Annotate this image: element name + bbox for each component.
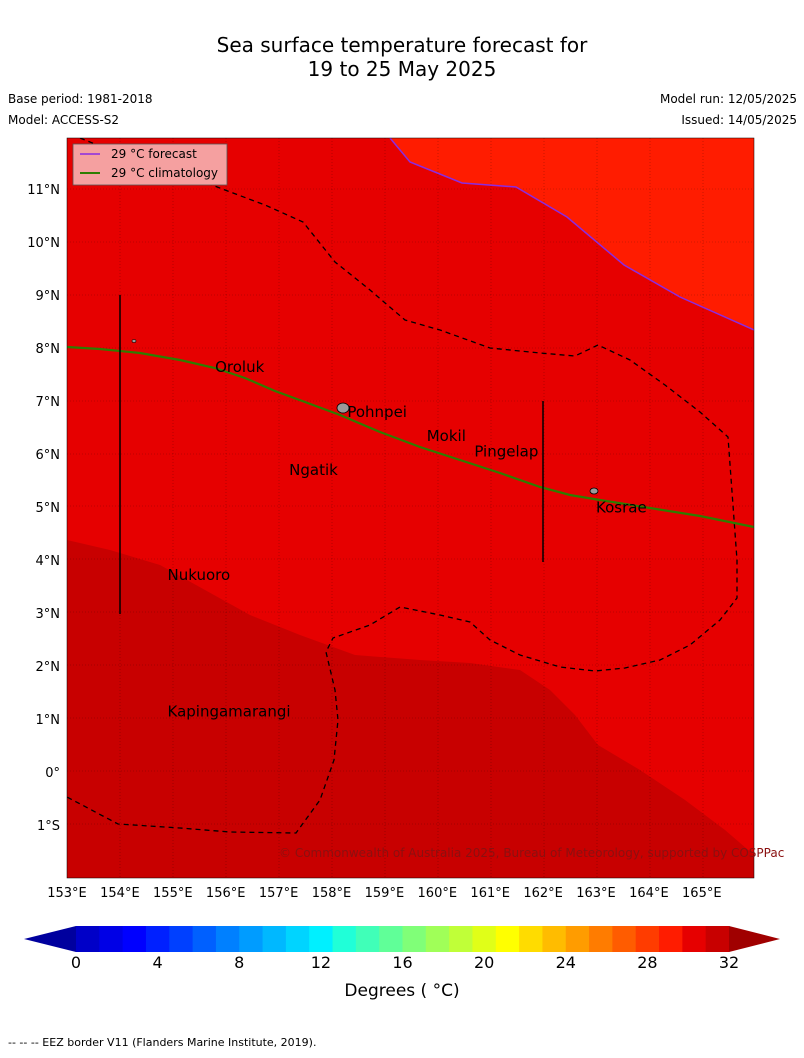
- colorbar-swatch: [565, 926, 590, 952]
- colorbar-tick-label: 16: [392, 953, 413, 972]
- colorbar-swatch: [99, 926, 124, 952]
- map-legend: 29 °C forecast 29 °C climatology: [72, 143, 228, 186]
- lon-tick-label: 158°E: [312, 886, 352, 901]
- base-period: Base period: 1981-2018: [8, 92, 153, 106]
- colorbar-swatch: [612, 926, 637, 952]
- place-label-kapingamarangi: Kapingamarangi: [168, 702, 291, 720]
- climatology-29c-line: [67, 345, 754, 529]
- colorbar-tick-label: 0: [70, 953, 82, 972]
- colorbar-swatch: [332, 926, 357, 952]
- lat-tick-label: 0°: [45, 766, 60, 781]
- lon-tick-label: 164°E: [629, 886, 669, 901]
- colorbar-swatch: [262, 926, 287, 952]
- colorbar-tick-label: 20: [473, 953, 495, 972]
- colorbar-swatch: [472, 926, 497, 952]
- issued-date: Issued: 14/05/2025: [681, 113, 797, 127]
- colorbar-label: Degrees ( °C): [344, 981, 460, 1001]
- colorbar-swatch: [379, 926, 403, 952]
- lat-tick-label: 9°N: [36, 289, 61, 304]
- colorbar-tick-label: 12: [310, 953, 332, 972]
- legend-forecast-label: 29 °C forecast: [111, 147, 197, 161]
- colorbar-swatch: [425, 926, 450, 952]
- place-label-mokil: Mokil: [427, 427, 466, 445]
- model-name: Model: ACCESS-S2: [8, 113, 120, 127]
- lat-tick-label: 1°N: [36, 713, 61, 728]
- lat-tick-label: 1°S: [37, 819, 60, 834]
- eez-border: [67, 138, 738, 834]
- forecast-29c-line: [389, 138, 754, 331]
- eez-footnote: -- -- -- EEZ border V11 (Flanders Marine…: [8, 1036, 317, 1049]
- place-label-nukuoro: Nukuoro: [168, 566, 231, 584]
- colorbar-swatch: [705, 926, 730, 952]
- lat-tick-label: 3°N: [36, 607, 61, 622]
- colorbar-tick-label: 8: [234, 953, 245, 972]
- lon-tick-label: 156°E: [206, 886, 246, 901]
- title-line-2: 19 to 25 May 2025: [307, 57, 497, 81]
- colorbar-swatch: [589, 926, 613, 952]
- colorbar-swatch: [122, 926, 147, 952]
- small-atoll: [131, 339, 137, 343]
- colorbar-swatch: [542, 926, 567, 952]
- colorbar-swatch: [145, 926, 170, 952]
- lon-tick-label: 153°E: [47, 886, 87, 901]
- place-label-oroluk: Oroluk: [215, 358, 264, 376]
- lat-tick-label: 8°N: [36, 342, 61, 357]
- kosrae-island: [589, 487, 599, 495]
- place-label-pohnpei: Pohnpei: [347, 403, 407, 421]
- sst-region-28-29: [67, 540, 754, 878]
- lon-tick-label: 154°E: [100, 886, 140, 901]
- colorbar-swatch: [76, 926, 100, 952]
- lon-tick-label: 159°E: [365, 886, 405, 901]
- colorbar-swatch: [519, 926, 543, 952]
- place-label-ngatik: Ngatik: [289, 461, 338, 479]
- lat-tick-label: 2°N: [36, 660, 61, 675]
- colorbar-swatch: [402, 926, 427, 952]
- colorbar-swatch: [682, 926, 707, 952]
- colorbar-tick-label: 32: [718, 953, 740, 972]
- title-line-1: Sea surface temperature forecast for: [216, 33, 588, 57]
- colorbar-swatch: [659, 926, 683, 952]
- place-labels: Oroluk Pohnpei Mokil Pingelap Ngatik Kosrae Nu…: [168, 358, 647, 720]
- lon-tick-label: 163°E: [576, 886, 616, 901]
- colorbar: [24, 926, 780, 952]
- lat-tick-label: 11°N: [27, 183, 60, 198]
- model-run: Model run: 12/05/2025: [659, 92, 797, 106]
- latitude-labels: 11°N 10°N 9°N 8°N 7°N 6°N 5°N 4°N 3°N 2°N 1°N 0° 1°S: [27, 183, 60, 834]
- colorbar-tick-label: 4: [152, 953, 163, 972]
- lon-tick-label: 162°E: [523, 886, 563, 901]
- place-label-kosrae: Kosrae: [596, 498, 647, 516]
- colorbar-max-extension: [729, 926, 780, 952]
- legend-climatology-label: 29 °C climatology: [111, 166, 218, 180]
- lat-tick-label: 7°N: [36, 395, 61, 410]
- pohnpei-island: [336, 402, 350, 414]
- colorbar-swatch: [449, 926, 473, 952]
- lat-tick-label: 6°N: [36, 448, 61, 463]
- lon-tick-label: 161°E: [470, 886, 510, 901]
- colorbar-swatch: [192, 926, 217, 952]
- copyright-notice: © Commonwealth of Australia 2025, Bureau…: [279, 846, 784, 860]
- lat-tick-label: 5°N: [36, 501, 61, 516]
- colorbar-tick-label: 24: [555, 953, 576, 972]
- sst-region-30-31: [390, 138, 754, 330]
- lat-tick-label: 4°N: [36, 554, 61, 569]
- colorbar-swatch: [635, 926, 660, 952]
- lat-tick-label: 10°N: [27, 236, 60, 251]
- longitude-labels: 153°E 154°E 155°E 156°E 157°E 158°E 159°E 160°E…: [47, 886, 721, 901]
- colorbar-swatch: [285, 926, 310, 952]
- lon-tick-label: 160°E: [418, 886, 458, 901]
- colorbar-tick-label: 28: [637, 953, 658, 972]
- place-label-pingelap: Pingelap: [474, 443, 538, 461]
- lon-tick-label: 155°E: [153, 886, 193, 901]
- colorbar-swatch: [495, 926, 520, 952]
- colorbar-swatch: [355, 926, 380, 952]
- colorbar-swatch: [239, 926, 264, 952]
- lon-tick-label: 157°E: [259, 886, 299, 901]
- colorbar-swatch: [169, 926, 194, 952]
- lon-tick-label: 165°E: [682, 886, 722, 901]
- colorbar-min-extension: [24, 926, 76, 952]
- colorbar-swatch: [215, 926, 240, 952]
- colorbar-swatch: [309, 926, 334, 952]
